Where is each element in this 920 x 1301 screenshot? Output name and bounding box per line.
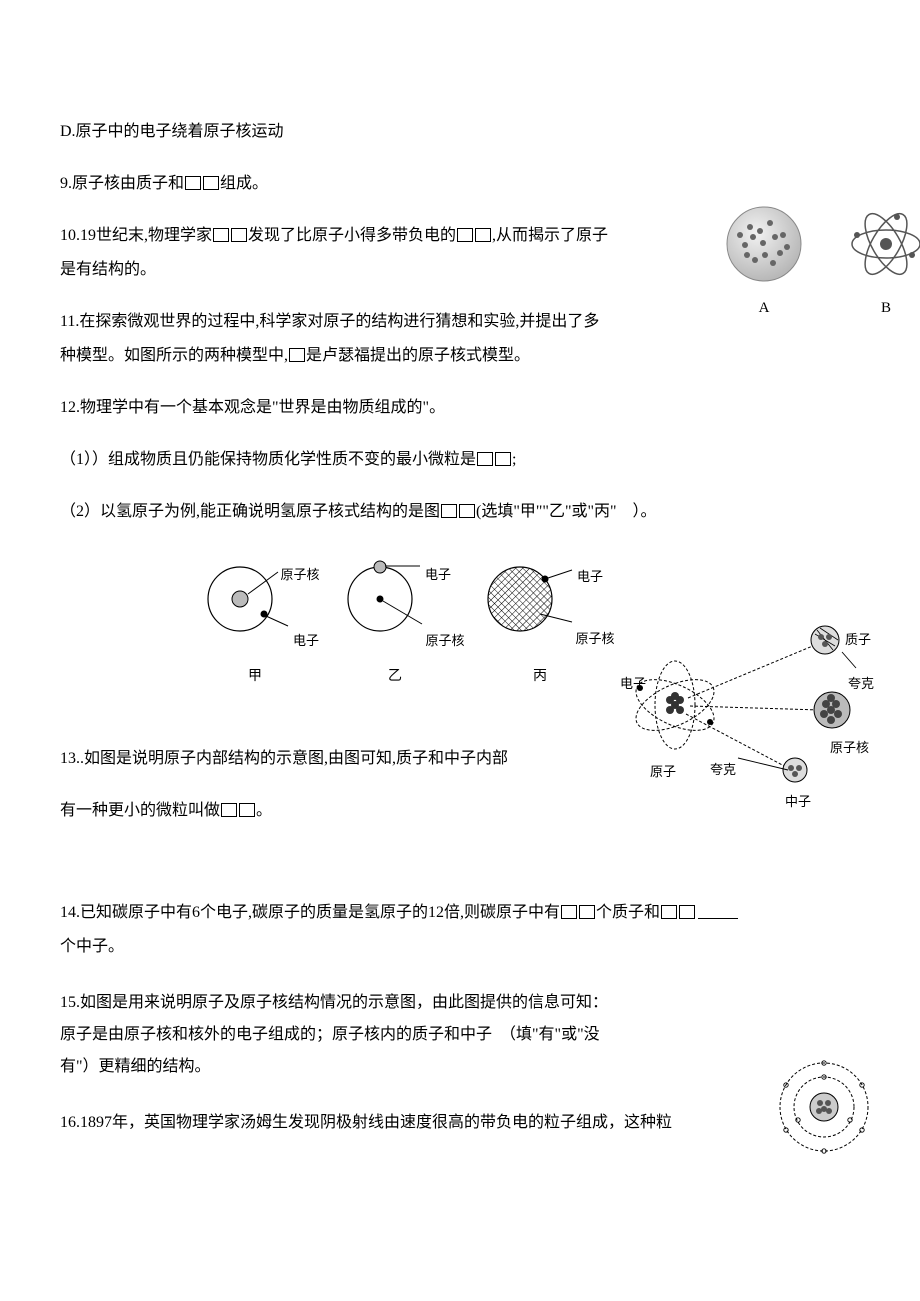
q11-l2b: 是卢瑟福提出的原子核式模型。	[306, 347, 530, 364]
q12-p1a: （1））组成物质且仍能保持物质化学性质不变的最小微粒是	[60, 451, 476, 468]
q13-neutron-label: 中子	[785, 792, 811, 812]
q9-suffix: 组成。	[220, 175, 268, 192]
q11-l1: 11.在探索微观世界的过程中,科学家对原子的结构进行猜想和实验,并提出了多	[60, 313, 599, 330]
q15-text: 15.如图是用来说明原子及原子核结构情况的示意图，由此图提供的信息可知： 原子是…	[60, 987, 700, 1083]
blank-line	[698, 918, 738, 919]
q9-prefix: 9.原子核由质子和	[60, 175, 184, 192]
blank-box	[561, 905, 577, 919]
jia-nucleus-label: 原子核	[275, 565, 325, 585]
q16-text: 16.1897年，英国物理学家汤姆生发现阴极射线由速度很高的带负电的粒子组成，这…	[60, 1111, 860, 1135]
blank-box	[231, 228, 247, 242]
model-a-label: A	[725, 297, 803, 320]
q12-intro: 12.物理学中有一个基本观念是"世界是由物质组成的"。	[60, 396, 860, 420]
q12-p2: （2）以氢原子为例,能正确说明氢原子核式结构的是图 (选填"甲""乙"或"丙" ）…	[60, 500, 860, 524]
q15-atom-figure	[777, 1060, 872, 1163]
model-a-icon	[725, 205, 803, 283]
q13-quark1-label: 夸克	[710, 760, 736, 780]
q12-p1b: ;	[512, 451, 516, 468]
q13-proton-label: 质子	[845, 630, 871, 650]
blank-box	[477, 452, 493, 466]
yi-label: 乙	[340, 666, 450, 687]
q13-electron-label: 电子	[620, 674, 646, 694]
q15-atom-icon	[777, 1060, 872, 1155]
models-a-b-figure: A B	[725, 205, 920, 320]
blank-box	[441, 504, 457, 518]
q10-l1a: 10.19世纪末,物理学家	[60, 227, 212, 244]
model-a-box: A	[725, 205, 803, 320]
q10-text: 10.19世纪末,物理学家 发现了比原子小得多带负电的 ,从而揭示了原子 是有结构的…	[60, 224, 650, 282]
q13-quark2-label: 夸克	[848, 674, 874, 694]
blank-box	[579, 905, 595, 919]
q12-fig-yi: 电子 原子核 乙	[340, 554, 450, 687]
q12-p2b: (选填"甲""乙"或"丙" ）。	[476, 503, 657, 520]
q11-l2a: 种模型。如图所示的两种模型中,	[60, 347, 288, 364]
q9-text: 9.原子核由质子和 组成。	[60, 172, 860, 196]
q13-atom-label: 原子	[650, 762, 676, 782]
jia-label: 甲	[200, 666, 310, 687]
model-b-box: B	[847, 205, 920, 320]
q14-text: 14.已知碳原子中有6个电子,碳原子的质量是氢原子的12倍,则碳原子中有 个质子和…	[60, 901, 860, 959]
blank-box	[213, 228, 229, 242]
q12-fig-jia: 原子核 电子 甲	[200, 554, 310, 687]
q12-fig-bing: 电子 原子核 丙	[480, 554, 600, 687]
q10-l1b: 发现了比原子小得多带负电的	[248, 227, 456, 244]
q10-l1c: ,从而揭示了原子	[492, 227, 608, 244]
blank-box	[457, 228, 473, 242]
blank-box	[475, 228, 491, 242]
q8-option-d: D.原子中的电子绕着原子核运动	[60, 120, 860, 144]
blank-box	[495, 452, 511, 466]
q12-p1: （1））组成物质且仍能保持物质化学性质不变的最小微粒是;	[60, 448, 860, 472]
yi-electron-label: 电子	[418, 565, 458, 585]
blank-box	[289, 348, 305, 362]
q10-l2: 是有结构的。	[60, 261, 156, 278]
q14a: 14.已知碳原子中有6个电子,碳原子的质量是氢原子的12倍,则碳原子中有	[60, 904, 560, 921]
q15-l3: 有"）更精细的结构。	[60, 1058, 211, 1075]
q13-line2: 有一种更小的微粒叫做 。	[60, 799, 860, 823]
q13-atom-structure-figure: 电子 原子 夸克 质子 夸克 原子核 中子	[620, 610, 880, 798]
bing-electron-label: 电子	[570, 567, 610, 587]
model-b-icon	[847, 205, 920, 283]
bing-nucleus-label: 原子核	[570, 629, 620, 649]
blank-box	[459, 504, 475, 518]
q15-l2: 原子是由原子核和核外的电子组成的；原子核内的质子和中子 （填"有"或"没	[60, 1026, 600, 1043]
model-b-label: B	[847, 297, 920, 320]
bing-label: 丙	[480, 666, 600, 687]
q12-p2a: （2）以氢原子为例,能正确说明氢原子核式结构的是图	[60, 503, 440, 520]
yi-nucleus-label: 原子核	[420, 631, 470, 651]
blank-box	[221, 803, 237, 817]
blank-box	[679, 905, 695, 919]
q15-l1: 15.如图是用来说明原子及原子核结构情况的示意图，由此图提供的信息可知：	[60, 994, 608, 1011]
q13-l2b: 。	[256, 802, 272, 819]
q14b: 个质子和	[596, 904, 660, 921]
q13-l2a: 有一种更小的微粒叫做	[60, 802, 220, 819]
blank-box	[203, 176, 219, 190]
q14c: 个中子。	[60, 938, 124, 955]
q11-text: 11.在探索微观世界的过程中,科学家对原子的结构进行猜想和实验,并提出了多 种模…	[60, 310, 650, 368]
blank-box	[185, 176, 201, 190]
q13-nucleus-label: 原子核	[830, 738, 869, 758]
blank-box	[239, 803, 255, 817]
jia-electron-label: 电子	[286, 631, 326, 651]
blank-box	[661, 905, 677, 919]
